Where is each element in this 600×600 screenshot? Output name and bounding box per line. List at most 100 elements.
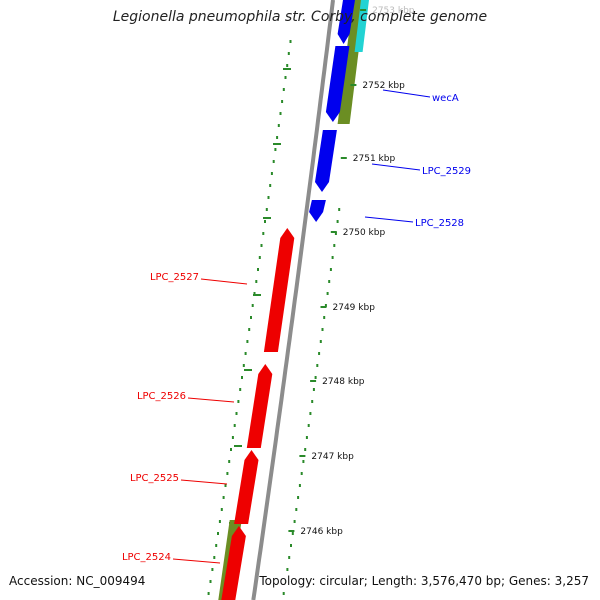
outer-track-dot xyxy=(288,556,291,559)
inner-track-dot xyxy=(226,472,229,475)
inner-track-dot xyxy=(233,424,236,427)
gene-label: LPC_2527 xyxy=(150,272,199,283)
inner-track-dash xyxy=(273,143,281,145)
gene-label: LPC_2528 xyxy=(415,218,464,229)
gene-label: LPC_2526 xyxy=(137,391,186,402)
kbp-tick-mark xyxy=(299,455,306,457)
inner-track-dot xyxy=(289,40,292,43)
inner-track-dot xyxy=(281,100,284,103)
inner-track-dot xyxy=(260,244,263,247)
outer-track-dot xyxy=(329,268,332,271)
outer-track-dot xyxy=(307,424,310,427)
inner-track-dot xyxy=(217,532,219,535)
inner-track-dot xyxy=(242,364,245,367)
inner-track-dot xyxy=(228,460,231,463)
gene-label: LPC_2525 xyxy=(130,473,179,484)
inner-track-dot xyxy=(255,280,258,283)
outer-track-dot xyxy=(331,256,334,259)
outer-track-dot xyxy=(333,244,336,247)
outer-track-dot xyxy=(300,472,303,475)
inner-track-dot xyxy=(248,328,251,331)
inner-track-dot xyxy=(276,136,279,139)
outer-track-dot xyxy=(318,352,321,355)
inner-track-dot xyxy=(282,88,285,91)
outer-track-dot xyxy=(293,520,296,523)
inner-track-dot xyxy=(241,376,243,379)
gene-label-leader xyxy=(364,216,414,223)
inner-track-dot xyxy=(287,52,290,55)
inner-track-dot xyxy=(274,148,277,151)
inner-track-dot xyxy=(279,112,282,115)
outer-track-dot xyxy=(305,436,308,439)
gene-label-leader xyxy=(382,89,431,98)
outer-track-dot xyxy=(311,400,314,403)
gene-track xyxy=(221,0,355,600)
topology-text: Topology: circular; Length: 3,576,470 bp… xyxy=(259,574,589,588)
inner-track-dot xyxy=(239,388,242,391)
outer-track-dot xyxy=(338,208,341,211)
gene-label: wecA xyxy=(432,93,459,104)
kbp-tick-mark xyxy=(340,157,347,159)
outer-track-dot xyxy=(328,280,331,283)
gene-label-leader xyxy=(371,163,421,171)
inner-track-dot xyxy=(267,196,270,199)
backbone-line xyxy=(251,0,335,600)
outer-track-dot xyxy=(309,412,312,415)
inner-track-dot xyxy=(258,256,261,259)
outer-track-dot xyxy=(291,532,294,535)
gene-arrow-forward xyxy=(325,46,350,122)
outer-track-dot xyxy=(321,328,324,331)
gene-label-leader xyxy=(200,278,248,285)
gene-label: LPC_2524 xyxy=(122,552,171,563)
kbp-tick-mark xyxy=(350,84,357,86)
kbp-tick-label: 2749 kbp xyxy=(333,303,376,313)
kbp-tick-mark xyxy=(288,530,295,532)
outer-track-dot xyxy=(286,568,289,571)
outer-track-dot xyxy=(316,364,319,367)
gene-label-leader xyxy=(180,479,228,485)
outer-track-dot xyxy=(319,340,322,343)
inner-track-dot xyxy=(222,496,225,499)
inner-track-dash xyxy=(244,369,252,371)
inner-track-dot xyxy=(270,172,273,175)
gene-arrow-forward xyxy=(315,130,337,192)
gene-label-leader xyxy=(187,397,235,403)
kbp-tick-mark xyxy=(310,380,317,382)
accession-text: Accession: NC_009494 xyxy=(9,574,146,588)
inner-track-dot xyxy=(269,184,272,187)
inner-track-dot xyxy=(251,304,254,307)
inner-track-dash xyxy=(263,217,271,219)
inner-track-dot xyxy=(253,292,256,295)
inner-track-dot xyxy=(213,556,216,559)
inner-track-dot xyxy=(262,232,265,235)
outer-track-dot xyxy=(304,448,307,451)
inner-track-dot xyxy=(250,316,252,319)
kbp-tick-mark xyxy=(320,306,327,308)
outer-track-dot xyxy=(314,376,317,379)
kbp-tick-label: 2746 kbp xyxy=(300,527,343,537)
backbone xyxy=(251,0,335,600)
gene-label: LPC_2529 xyxy=(422,166,471,177)
outer-track-dot xyxy=(312,388,315,391)
gene-arrow-reverse xyxy=(246,364,273,448)
outer-track-dot xyxy=(334,232,337,235)
inner-track-dash xyxy=(253,294,261,296)
kbp-tick-mark xyxy=(360,9,367,11)
inner-track-dot xyxy=(257,268,259,271)
outer-track-dot xyxy=(302,460,305,463)
inner-track-dot xyxy=(231,436,234,439)
gene-arrow-reverse xyxy=(263,228,295,352)
inner-track-dot xyxy=(211,568,214,571)
inner-track-dot xyxy=(224,484,227,487)
outer-track-dot xyxy=(336,220,339,223)
kbp-tick-label: 2752 kbp xyxy=(362,81,405,91)
kbp-tick-label: 2748 kbp xyxy=(322,377,365,387)
kbp-tick-label: 2747 kbp xyxy=(311,452,354,462)
inner-track-dot xyxy=(209,580,212,583)
kbp-tick-label: 2751 kbp xyxy=(353,154,396,164)
inner-track-dot xyxy=(218,520,221,523)
inner-track-dot xyxy=(246,340,249,343)
inner-track-dot xyxy=(286,64,289,67)
